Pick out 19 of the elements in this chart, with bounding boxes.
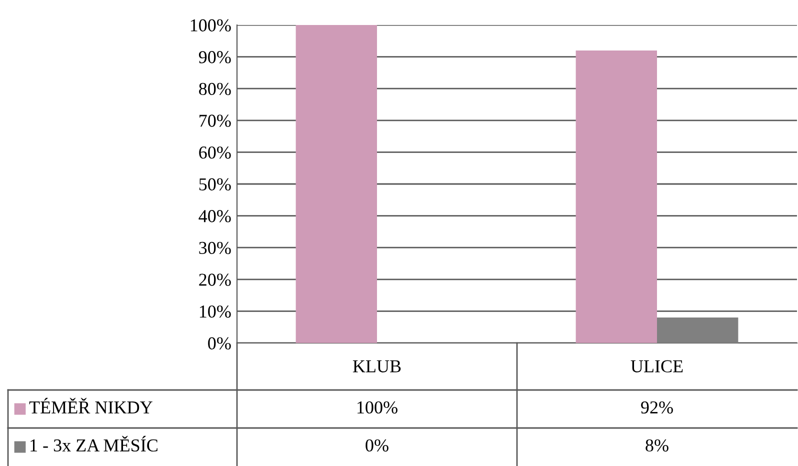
x-tick-label: ULICE (630, 360, 683, 372)
data-label: 0% (366, 439, 388, 452)
legend-label: 1 - 3x ZA MĚSÍC (30, 436, 158, 452)
y-tick-label: 100% (190, 19, 231, 32)
y-tick-label: 90% (198, 51, 231, 64)
y-tick-label: 20% (199, 274, 231, 286)
data-label: 8% (646, 439, 668, 452)
x-tick-label: KLUB (352, 360, 401, 372)
data-label: 92% (641, 401, 673, 414)
y-tick-label: 0% (208, 337, 231, 350)
y-tick-label: 60% (199, 146, 231, 159)
data-label: 100% (358, 401, 398, 414)
y-tick-label: 40% (198, 210, 231, 222)
y-tick-label: 80% (199, 82, 231, 96)
y-tick-label: 50% (199, 178, 231, 190)
y-tick-label: 70% (200, 114, 231, 127)
y-tick-label: 30% (199, 242, 231, 254)
legend-label: TÉMĚŘ NIKDY (29, 398, 152, 414)
y-tick-label: 10% (200, 305, 231, 318)
